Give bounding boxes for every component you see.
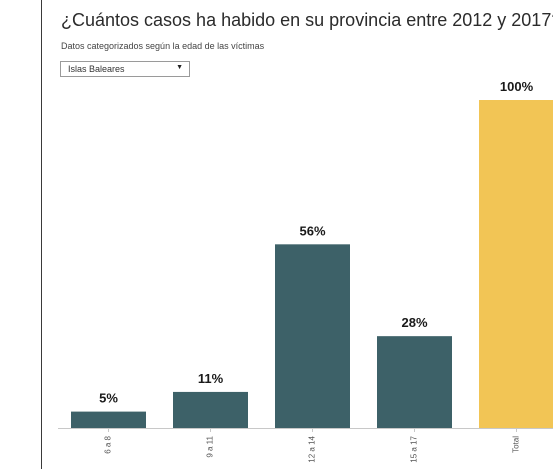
x-tick-label: 6 a 8: [104, 435, 113, 453]
x-tick-label: Total: [512, 436, 521, 453]
bar-value-label: 100%: [500, 79, 534, 94]
chart-title: ¿Cuántos casos ha habido en su provincia…: [61, 10, 553, 30]
bar-0: [71, 411, 146, 428]
bar-3: [377, 336, 452, 428]
bar-value-label: 28%: [401, 315, 427, 330]
chart-subtitle: Datos categorizados según la edad de las…: [61, 41, 265, 51]
x-tick-label: 9 a 11: [206, 435, 215, 457]
dropdown-arrow-icon: ▼: [176, 64, 183, 71]
x-tick-label: 15 a 17: [410, 435, 419, 462]
bar-value-label: 11%: [198, 371, 224, 386]
bar-4: [479, 100, 553, 428]
province-select-value: Islas Baleares: [68, 64, 125, 74]
left-divider: [41, 0, 42, 469]
bar-value-label: 56%: [299, 223, 325, 238]
bar-2: [275, 244, 350, 428]
bar-1: [173, 391, 248, 428]
x-tick-label: 12 a 14: [308, 435, 317, 462]
province-select[interactable]: Islas Baleares ▼: [60, 61, 190, 77]
bar-value-label: 5%: [99, 391, 118, 406]
